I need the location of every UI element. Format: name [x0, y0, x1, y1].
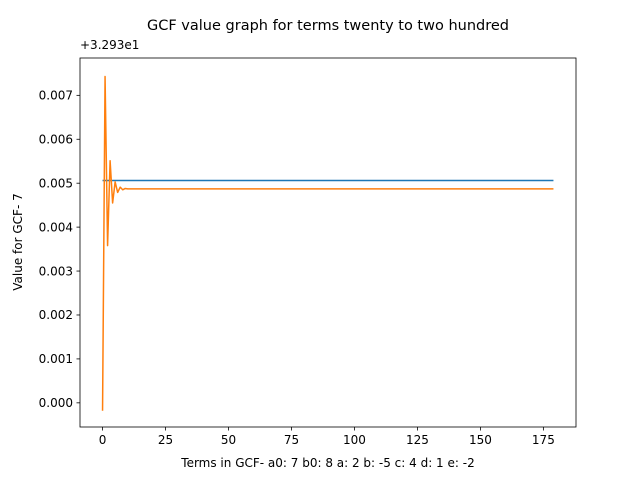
y-axis: 0.000 0.001 0.002 0.003 0.004 0.005 0.006 0.007 [39, 89, 80, 410]
x-tick-label: 175 [532, 433, 555, 447]
y-tick-label: 0.005 [39, 176, 73, 190]
y-tick-label: 0.003 [39, 264, 73, 278]
x-tick-label: 25 [158, 433, 173, 447]
x-tick-label: 150 [469, 433, 492, 447]
series-line-2 [101, 75, 554, 411]
x-axis: 0 25 50 75 100 125 150 175 [99, 427, 555, 447]
chart-title: GCF value graph for terms twenty to two … [147, 18, 509, 34]
x-tick-label: 50 [221, 433, 236, 447]
y-tick-label: 0.000 [39, 396, 73, 410]
x-tick-label: 0 [99, 433, 107, 447]
x-tick-label: 100 [343, 433, 366, 447]
y-offset-label: +3.293e1 [80, 38, 139, 52]
y-tick-label: 0.004 [39, 220, 73, 234]
x-axis-label: Terms in GCF- a0: 7 b0: 8 a: 2 b: -5 c: … [180, 456, 474, 470]
plot-area [101, 75, 554, 411]
y-axis-label: Value for GCF- 7 [11, 193, 25, 290]
x-tick-label: 125 [406, 433, 429, 447]
y-tick-label: 0.002 [39, 308, 73, 322]
y-tick-label: 0.007 [39, 89, 73, 103]
y-tick-label: 0.001 [39, 352, 73, 366]
y-tick-label: 0.006 [39, 132, 73, 146]
plot-frame [79, 57, 577, 428]
x-tick-label: 75 [284, 433, 299, 447]
